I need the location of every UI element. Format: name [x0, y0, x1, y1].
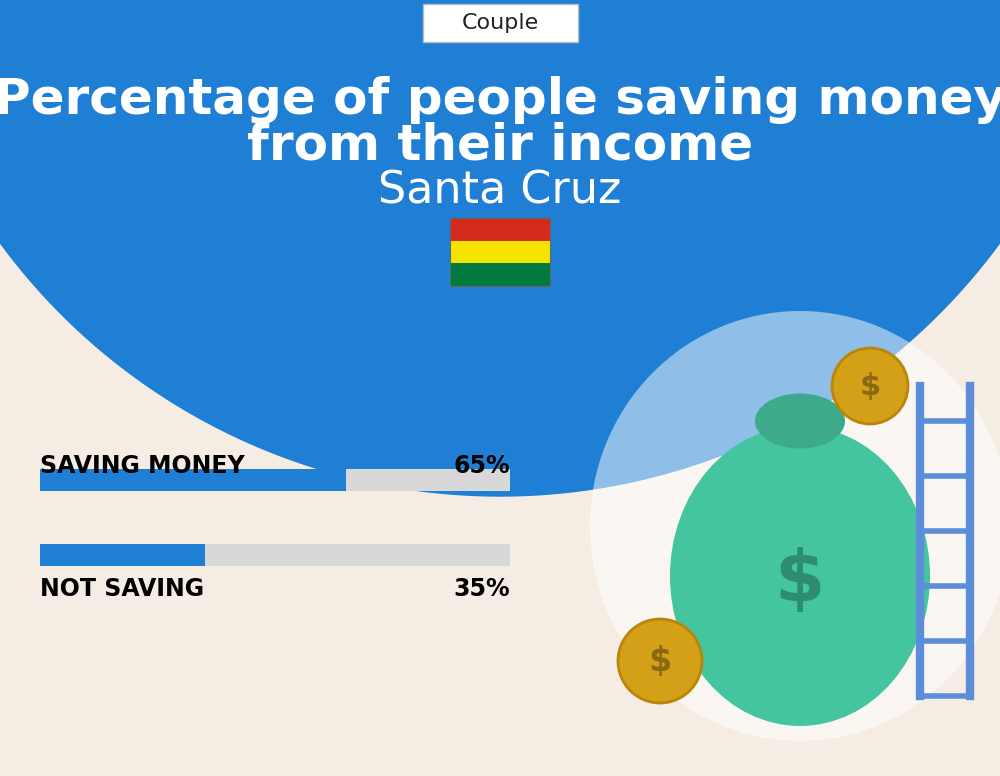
Text: NOT SAVING: NOT SAVING	[40, 577, 204, 601]
Text: $: $	[859, 372, 881, 400]
FancyBboxPatch shape	[422, 4, 578, 42]
Ellipse shape	[755, 393, 845, 449]
Text: $: $	[648, 645, 672, 677]
Ellipse shape	[590, 311, 1000, 741]
Circle shape	[618, 619, 702, 703]
Text: 65%: 65%	[453, 454, 510, 478]
Bar	[40, 469, 510, 491]
Bar	[450, 218, 550, 286]
Bar	[40, 544, 510, 566]
Polygon shape	[0, 0, 1000, 496]
Bar	[40, 544, 205, 566]
Bar	[40, 469, 346, 491]
Bar	[450, 263, 550, 286]
Bar	[450, 218, 550, 241]
Text: Santa Cruz: Santa Cruz	[378, 169, 622, 213]
Text: Percentage of people saving money: Percentage of people saving money	[0, 76, 1000, 124]
Bar	[450, 241, 550, 263]
Text: Couple: Couple	[461, 13, 539, 33]
Text: $: $	[775, 546, 825, 615]
Text: SAVING MONEY: SAVING MONEY	[40, 454, 245, 478]
Ellipse shape	[670, 426, 930, 726]
Text: from their income: from their income	[247, 122, 753, 170]
Circle shape	[832, 348, 908, 424]
Text: 35%: 35%	[453, 577, 510, 601]
